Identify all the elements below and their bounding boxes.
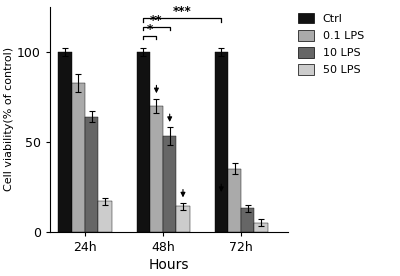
Text: *: *: [147, 23, 153, 36]
Bar: [85, 117, 98, 232]
Bar: [163, 136, 176, 232]
X-axis label: Hours: Hours: [149, 258, 189, 272]
Bar: [58, 52, 72, 232]
Bar: [136, 52, 150, 232]
Bar: [98, 201, 112, 232]
Legend: Ctrl, 0.1 LPS, 10 LPS, 50 LPS: Ctrl, 0.1 LPS, 10 LPS, 50 LPS: [298, 13, 364, 75]
Bar: [215, 52, 228, 232]
Text: **: **: [150, 14, 163, 27]
Bar: [241, 208, 254, 232]
Bar: [228, 169, 241, 232]
Text: ***: ***: [173, 5, 192, 18]
Bar: [176, 206, 190, 232]
Bar: [150, 106, 163, 232]
Bar: [72, 83, 85, 232]
Bar: [254, 223, 268, 232]
Y-axis label: Cell viability(% of control): Cell viability(% of control): [4, 47, 14, 192]
